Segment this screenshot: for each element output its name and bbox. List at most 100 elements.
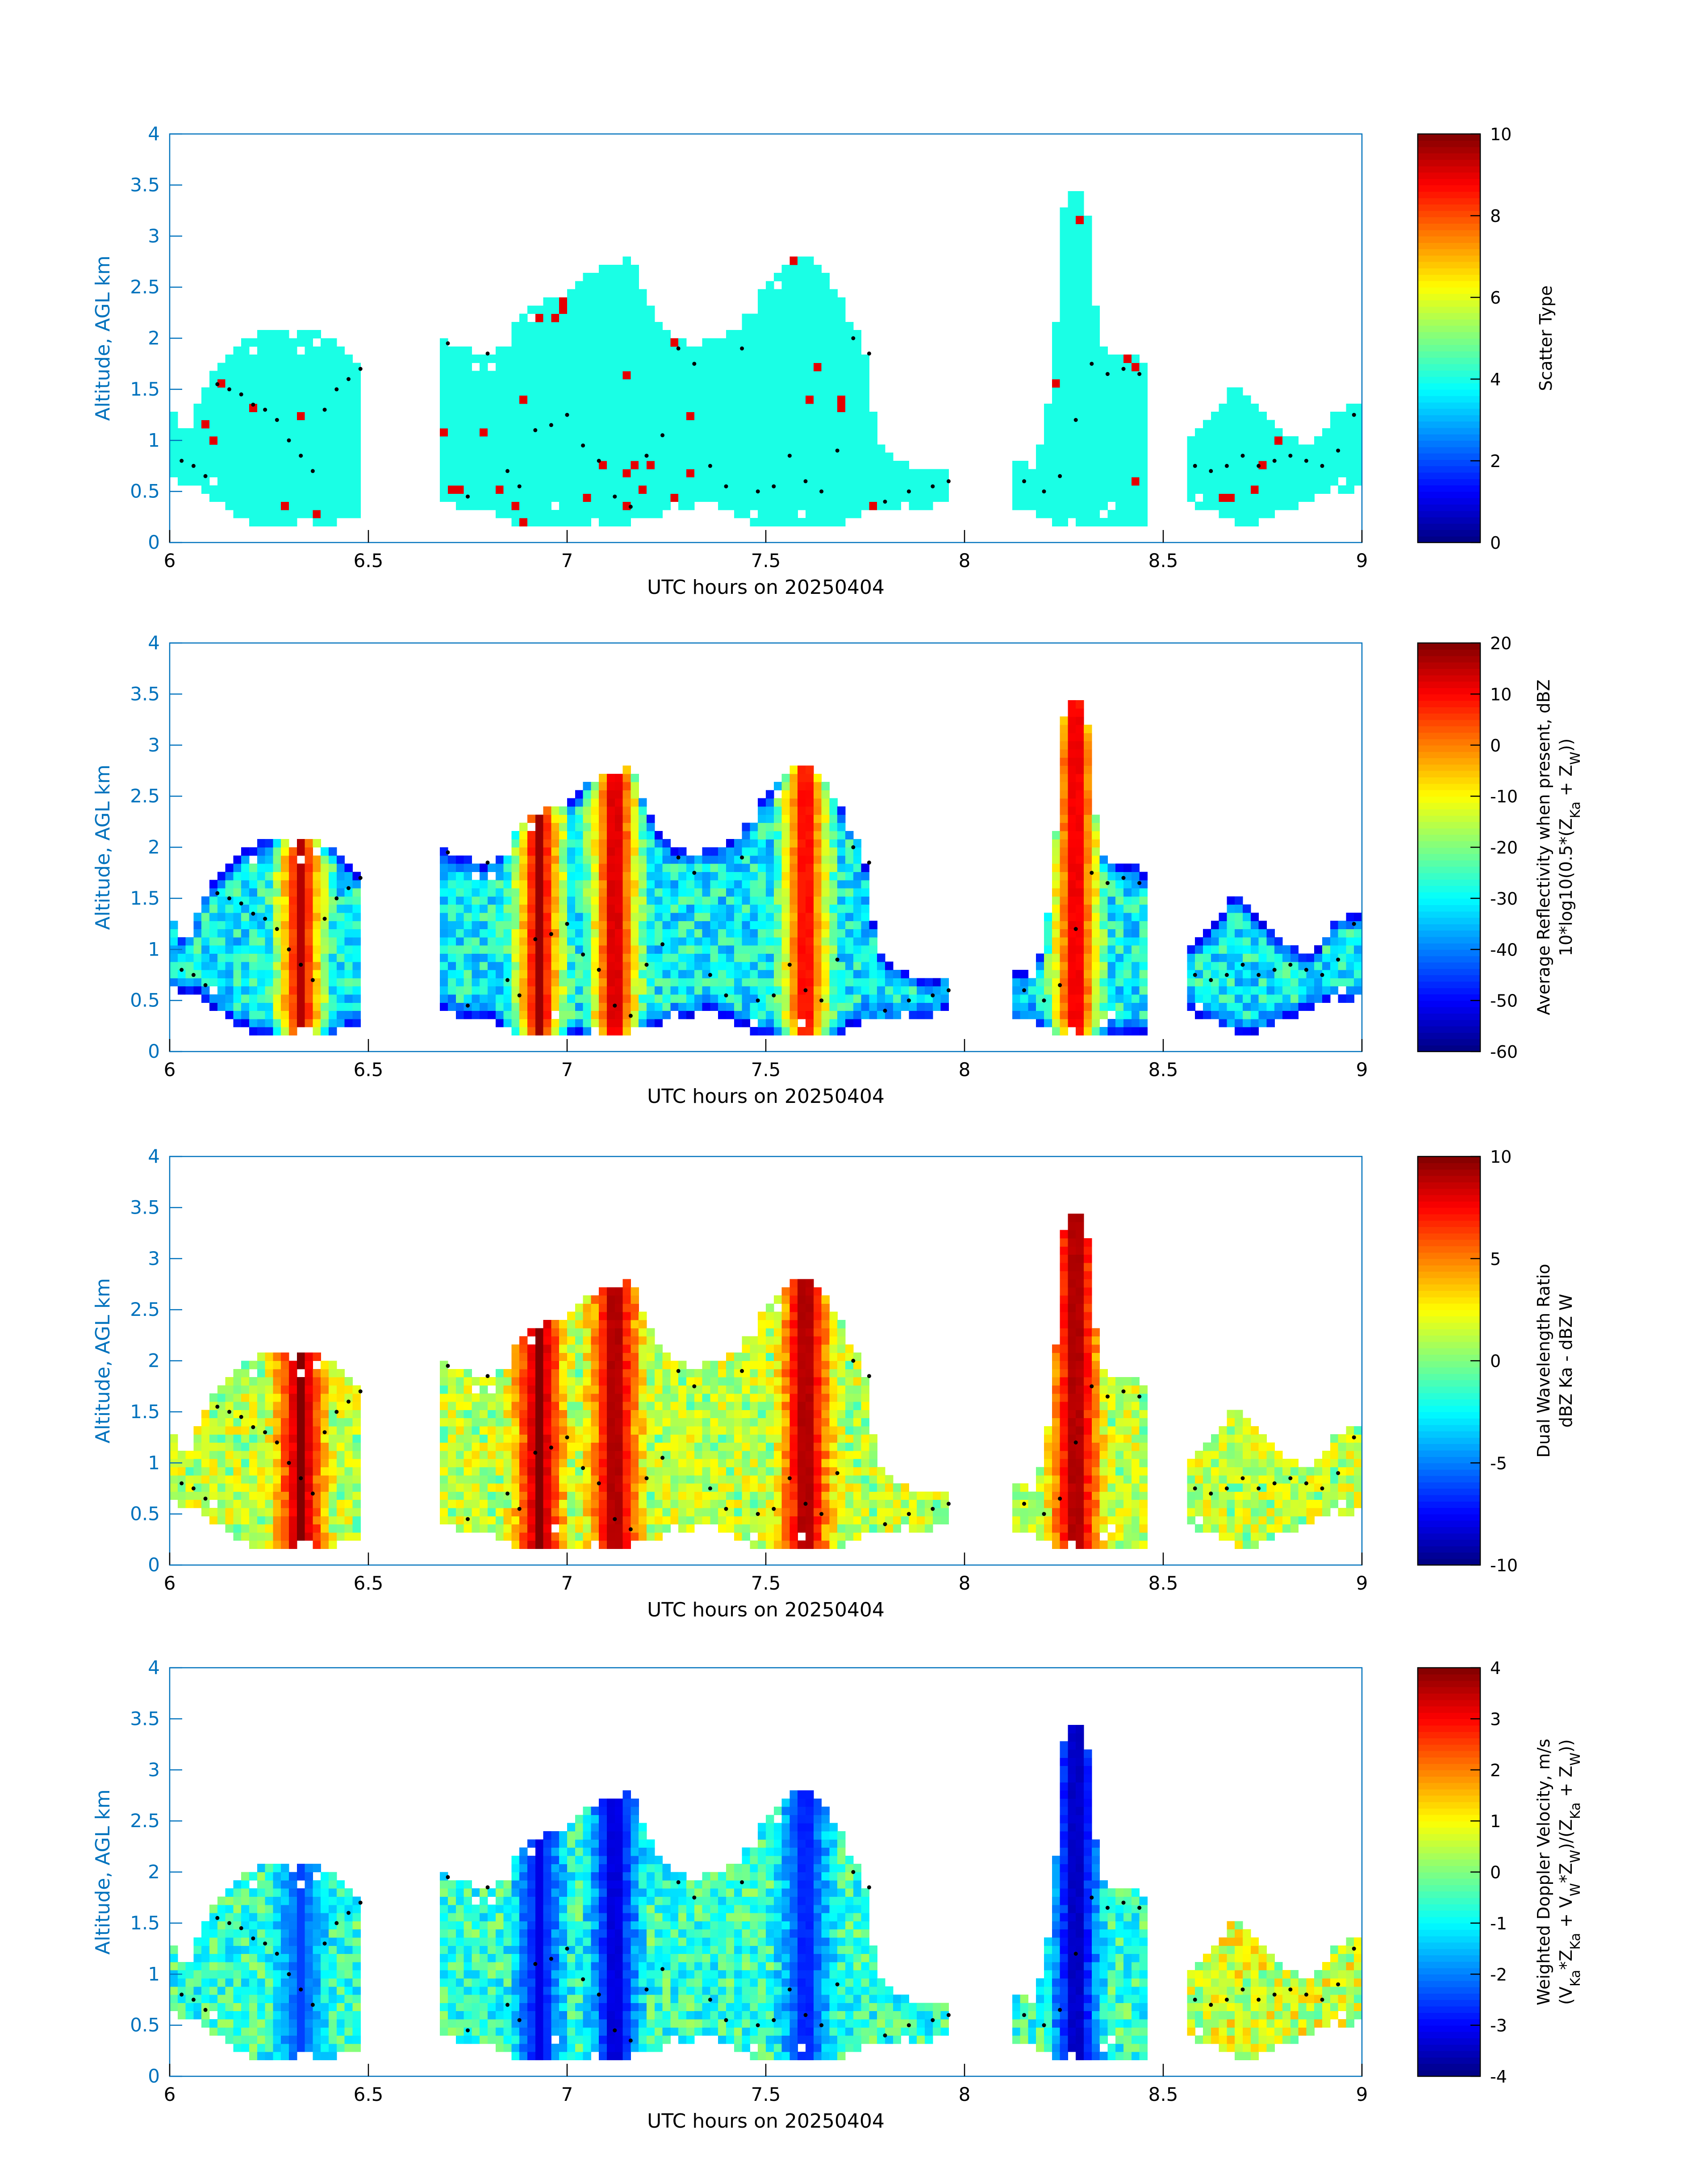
heatmap-cell — [694, 412, 702, 420]
heatmap-cell — [1060, 404, 1068, 412]
heatmap-cell — [241, 929, 249, 938]
heatmap-cell — [1060, 782, 1068, 790]
heatmap-cell — [639, 880, 647, 889]
heatmap-cell — [496, 880, 504, 889]
heatmap-cell — [337, 485, 345, 494]
heatmap-cell — [917, 469, 925, 477]
heatmap-cell — [702, 355, 710, 363]
heatmap-cell — [352, 953, 360, 962]
heatmap-cell — [663, 404, 671, 412]
heatmap-cell — [782, 994, 790, 1003]
heatmap-cell — [1123, 444, 1132, 453]
heatmap-cell — [607, 913, 615, 921]
heatmap-cell — [480, 412, 488, 420]
heatmap-cell — [559, 1002, 567, 1011]
heatmap-cell — [1068, 945, 1076, 954]
heatmap-cell — [655, 1019, 663, 1027]
heatmap-cell — [1123, 469, 1132, 477]
heatmap-cell — [1203, 420, 1211, 429]
heatmap-cell — [1259, 502, 1267, 510]
heatmap-cell — [655, 453, 663, 461]
heatmap-cell — [543, 493, 551, 502]
heatmap-cell — [718, 1011, 726, 1019]
heatmap-cell — [567, 396, 575, 404]
heatmap-cell — [1266, 469, 1274, 477]
heatmap-cell — [702, 937, 710, 946]
heatmap-cell — [623, 1019, 631, 1027]
heatmap-cell — [265, 485, 273, 494]
heatmap-cell — [551, 953, 559, 962]
heatmap-cell — [1243, 461, 1251, 469]
heatmap-cell — [1354, 436, 1362, 445]
heatmap-cell — [1195, 453, 1203, 461]
heatmap-cell — [615, 953, 623, 962]
heatmap-cell — [321, 937, 329, 946]
heatmap-cell — [678, 978, 686, 986]
heatmap-cell — [226, 913, 234, 921]
heatmap-cell — [472, 962, 480, 970]
heatmap-cell — [504, 905, 512, 913]
heatmap-cell — [233, 379, 241, 388]
heatmap-cell — [670, 872, 678, 880]
heatmap-cell — [837, 477, 845, 486]
heatmap-cell — [1060, 485, 1068, 494]
colorbar-segment — [1418, 402, 1480, 409]
heatmap-cell — [273, 363, 281, 371]
heatmap-cell — [758, 806, 766, 815]
heatmap-cell — [305, 839, 313, 847]
heatmap-cell — [480, 502, 488, 510]
heatmap-cell — [456, 929, 464, 938]
heatmap-cell — [1068, 717, 1076, 725]
heatmap-cell — [1092, 314, 1100, 322]
heatmap-cell — [313, 856, 321, 864]
heatmap-cell — [551, 847, 559, 856]
heatmap-cell — [789, 978, 798, 986]
heatmap-cell — [647, 314, 655, 322]
heatmap-cell — [845, 412, 853, 420]
heatmap-cell — [869, 477, 877, 486]
heatmap-cell — [1195, 469, 1203, 477]
heatmap-cell — [1060, 864, 1068, 872]
heatmap-cell — [559, 847, 567, 856]
heatmap-cell — [321, 945, 329, 954]
heatmap-cell — [814, 305, 822, 314]
heatmap-cell — [535, 371, 543, 380]
heatmap-cell — [909, 978, 917, 986]
heatmap-cell — [1068, 191, 1076, 200]
heatmap-cell — [615, 806, 623, 815]
heatmap-cell — [567, 363, 575, 371]
heatmap-cell — [543, 477, 551, 486]
heatmap-cell — [559, 493, 567, 502]
heatmap-cell — [663, 444, 671, 453]
heatmap-cell — [647, 864, 655, 872]
heatmap-cell — [814, 436, 822, 445]
heatmap-cell — [1076, 757, 1084, 766]
colorbar-segment — [1418, 370, 1480, 377]
heatmap-cell — [1052, 485, 1060, 494]
heatmap-cell — [575, 281, 583, 289]
heatmap-cell — [297, 888, 305, 897]
track-dot — [883, 500, 887, 504]
heatmap-cell — [289, 872, 297, 880]
heatmap-cell — [480, 888, 488, 897]
heatmap-cell — [1219, 428, 1227, 437]
heatmap-cell — [615, 502, 623, 510]
heatmap-cell — [806, 273, 814, 281]
track-dot — [359, 367, 363, 371]
heatmap-cell — [829, 856, 837, 864]
heatmap-cell — [321, 978, 329, 986]
heatmap-cell — [201, 485, 209, 494]
heatmap-cell — [774, 322, 782, 330]
heatmap-cell — [1123, 929, 1132, 938]
heatmap-cell — [909, 477, 917, 486]
heatmap-cell — [1076, 798, 1084, 807]
heatmap-cell — [631, 355, 639, 363]
heatmap-cell — [1044, 428, 1052, 437]
heatmap-cell — [265, 847, 273, 856]
heatmap-cell — [631, 305, 639, 314]
heatmap-cell — [718, 387, 726, 396]
heatmap-cell — [631, 404, 639, 412]
heatmap-cell — [599, 289, 607, 298]
heatmap-cell — [607, 371, 615, 380]
heatmap-cell — [209, 428, 217, 437]
